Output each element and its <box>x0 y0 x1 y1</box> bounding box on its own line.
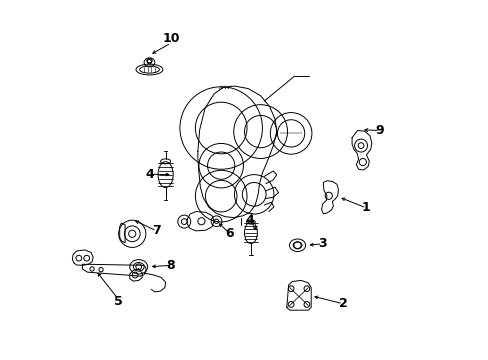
Text: 6: 6 <box>224 226 233 239</box>
Text: 3: 3 <box>318 237 326 250</box>
Text: 7: 7 <box>152 224 161 238</box>
Text: 4: 4 <box>245 214 254 227</box>
Text: 9: 9 <box>375 124 384 137</box>
Text: 2: 2 <box>338 297 347 310</box>
Text: 5: 5 <box>114 296 122 309</box>
Text: 8: 8 <box>166 259 175 272</box>
Text: 1: 1 <box>361 202 370 215</box>
Text: 4: 4 <box>145 168 154 181</box>
Text: 10: 10 <box>162 32 180 45</box>
